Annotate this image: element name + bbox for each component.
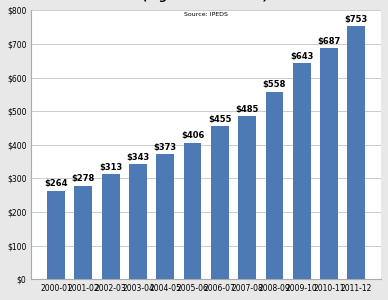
Text: $643: $643 (290, 52, 314, 61)
Text: $455: $455 (208, 115, 232, 124)
Text: $753: $753 (345, 15, 368, 24)
Bar (184, 143, 201, 279)
Text: Source: IPEDS: Source: IPEDS (184, 12, 228, 17)
Text: $687: $687 (317, 37, 341, 46)
Text: $343: $343 (126, 153, 150, 162)
Bar (320, 48, 338, 279)
Bar (47, 190, 65, 279)
Text: $264: $264 (44, 179, 68, 188)
Text: $406: $406 (181, 131, 204, 140)
Bar (129, 164, 147, 279)
Text: $485: $485 (236, 105, 259, 114)
Text: $373: $373 (154, 142, 177, 152)
Text: (Figures in Millions): (Figures in Millions) (144, 0, 269, 2)
Text: $313: $313 (99, 163, 122, 172)
Bar (102, 174, 120, 279)
Text: $558: $558 (263, 80, 286, 89)
Bar (238, 116, 256, 279)
Bar (293, 63, 310, 279)
Bar (156, 154, 174, 279)
Bar (211, 126, 229, 279)
Bar (347, 26, 365, 279)
Bar (74, 186, 92, 279)
Bar (265, 92, 283, 279)
Text: $278: $278 (72, 175, 95, 184)
